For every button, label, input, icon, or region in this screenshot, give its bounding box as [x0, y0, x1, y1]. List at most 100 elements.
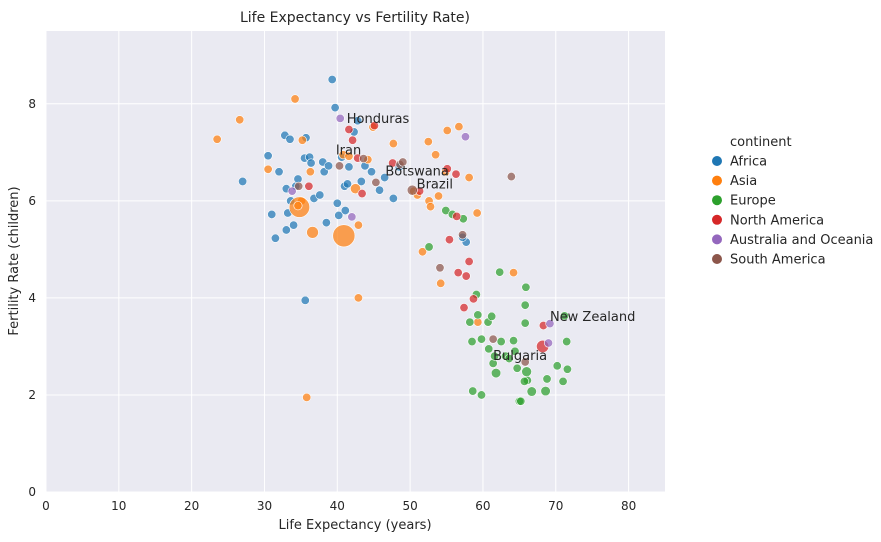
data-point-europe — [520, 300, 530, 310]
data-point-africa — [289, 220, 299, 230]
data-point-asia — [434, 191, 444, 201]
y-tick-label: 4 — [28, 291, 36, 305]
y-tick-label: 0 — [28, 485, 36, 499]
y-tick-label: 2 — [28, 388, 36, 402]
tick-labels: 0 10 20 30 40 50 60 70 80 0 2 4 6 8 — [28, 97, 636, 513]
data-point-asia — [350, 183, 361, 195]
data-point-africa — [340, 206, 350, 216]
data-point-asia — [353, 293, 363, 303]
data-point-africa — [306, 158, 316, 168]
data-point-europe — [424, 242, 434, 252]
data-point-asia — [509, 268, 519, 278]
data-point-europe — [542, 374, 552, 384]
data-point-africa — [300, 295, 310, 305]
y-axis-label: Fertility Rate (children) — [7, 186, 22, 335]
data-point-asia — [431, 150, 441, 160]
data-point-south-america — [458, 230, 468, 240]
data-point-europe — [473, 310, 483, 320]
data-point-asia — [290, 94, 300, 104]
plot-area — [46, 31, 665, 492]
data-point-north-america — [452, 211, 462, 221]
data-point-north-america — [357, 189, 367, 199]
data-point-europe — [468, 386, 478, 396]
data-point-north-america — [444, 235, 454, 245]
data-point-africa — [270, 233, 280, 243]
data-point-europe — [560, 311, 570, 321]
data-point-north-america — [369, 121, 379, 131]
data-point-europe — [476, 334, 486, 344]
data-point-africa — [327, 75, 337, 85]
data-point-north-america — [348, 135, 358, 145]
legend-marker — [712, 254, 722, 264]
data-point-africa — [281, 225, 291, 235]
data-point-europe — [465, 317, 475, 327]
data-point-australia-and-oceania — [460, 132, 470, 142]
data-point-south-america — [406, 184, 418, 196]
data-point-europe — [521, 282, 531, 292]
data-point-europe — [441, 206, 451, 216]
data-point-europe — [484, 344, 494, 354]
data-point-europe — [526, 386, 537, 397]
data-point-europe — [540, 385, 551, 397]
x-axis-label: Life Expectancy (years) — [278, 518, 431, 533]
data-point-europe — [519, 376, 529, 386]
data-point-south-america — [488, 334, 498, 344]
data-point-australia-and-oceania — [545, 319, 555, 329]
annotation-label: Iran — [336, 144, 361, 159]
data-point-asia — [442, 125, 452, 135]
data-point-asia — [297, 135, 307, 145]
legend-label: Asia — [730, 174, 757, 189]
data-point-north-america — [442, 164, 452, 174]
data-point-asia — [235, 115, 245, 125]
data-point-south-america — [359, 154, 369, 164]
data-point-europe — [516, 396, 526, 406]
data-point-africa — [267, 209, 277, 219]
data-point-africa — [356, 176, 366, 186]
data-points — [212, 75, 572, 406]
data-point-asia — [263, 164, 273, 174]
data-point-south-america — [506, 172, 516, 182]
legend: continent Africa Asia Europe North America A… — [712, 135, 873, 268]
annotation-label: Bulgaria — [493, 349, 547, 364]
data-point-europe — [490, 351, 500, 361]
data-point-asia — [305, 167, 315, 177]
legend-label: Africa — [730, 155, 767, 170]
data-point-south-america — [371, 177, 381, 187]
legend-marker — [712, 156, 722, 166]
data-point-north-america — [344, 125, 354, 135]
data-point-africa — [367, 167, 377, 177]
data-point-south-america — [398, 157, 408, 167]
legend-marker — [712, 214, 722, 225]
data-point-europe — [504, 354, 514, 364]
data-point-africa — [334, 210, 344, 220]
x-tick-label: 80 — [621, 499, 636, 513]
data-point-asia — [417, 247, 427, 257]
data-point-africa — [285, 134, 295, 144]
legend-label: South America — [730, 253, 826, 268]
data-point-europe — [476, 390, 486, 400]
data-point-europe — [509, 336, 519, 346]
legend-marker — [712, 175, 722, 186]
x-tick-label: 0 — [42, 499, 50, 513]
data-point-north-america — [468, 294, 478, 304]
data-point-asia — [423, 137, 433, 147]
annotation-label: Brazil — [417, 178, 453, 193]
data-point-south-america — [334, 161, 344, 171]
chart-title: Life Expectancy vs Fertility Rate) — [240, 10, 470, 26]
data-point-australia-and-oceania — [347, 212, 357, 222]
data-point-africa — [274, 167, 284, 177]
x-tick-label: 30 — [257, 499, 272, 513]
data-point-asia — [436, 278, 446, 288]
data-point-africa — [315, 190, 325, 200]
data-point-asia — [212, 134, 222, 144]
legend-marker — [712, 234, 722, 245]
data-point-north-america — [453, 268, 463, 278]
x-tick-label: 40 — [330, 499, 345, 513]
data-point-south-america — [520, 357, 530, 367]
data-point-europe — [510, 346, 520, 356]
data-point-africa — [330, 103, 340, 113]
data-point-australia-and-oceania — [287, 186, 297, 196]
legend-marker — [712, 195, 722, 206]
data-point-south-america — [294, 181, 304, 191]
